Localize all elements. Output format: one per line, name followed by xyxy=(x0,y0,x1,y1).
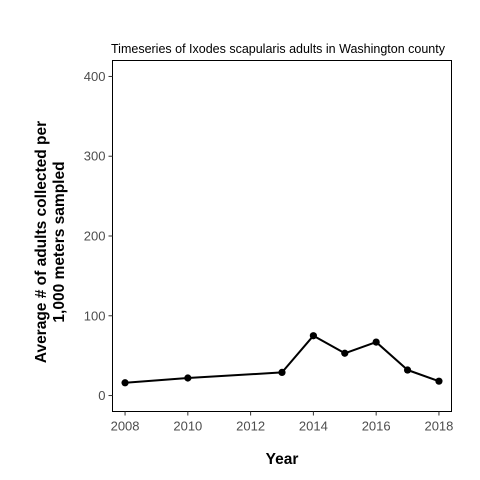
data-point xyxy=(435,377,443,385)
x-tick-label: 2014 xyxy=(299,419,328,434)
x-tick-label: 2016 xyxy=(362,419,391,434)
x-axis-title: Year xyxy=(266,451,299,468)
data-point xyxy=(278,368,286,377)
data-point xyxy=(121,379,129,387)
y-axis-title: Average # of adults collected per 1,000 … xyxy=(33,121,68,363)
y-tick-label: 100 xyxy=(84,308,106,323)
chart-title: Timeseries of Ixodes scapularis adults i… xyxy=(111,42,446,56)
series-line xyxy=(125,334,440,384)
data-point xyxy=(403,366,412,374)
data-point xyxy=(341,349,349,357)
x-tick-label: 2018 xyxy=(424,419,453,434)
data-point xyxy=(184,374,192,382)
y-tick-label: 200 xyxy=(84,229,106,244)
y-tick-label: 300 xyxy=(84,149,106,164)
plot-panel xyxy=(112,60,452,412)
y-tick-label: 400 xyxy=(84,69,106,84)
y-tick-label: 0 xyxy=(98,388,105,403)
x-axis: 2008 2010 2012 2014 2016 2018 xyxy=(111,411,453,434)
data-point xyxy=(372,338,380,346)
x-tick-label: 2010 xyxy=(173,419,202,434)
x-tick-label: 2012 xyxy=(236,419,265,434)
y-axis-title-line-1: Average # of adults collected per xyxy=(33,121,50,363)
data-point xyxy=(309,332,317,340)
data-points xyxy=(121,332,443,387)
y-axis-title-line-2: 1,000 meters sampled xyxy=(51,161,68,322)
x-tick-label: 2008 xyxy=(111,419,140,434)
y-axis: 0 100 200 300 400 xyxy=(84,69,113,403)
